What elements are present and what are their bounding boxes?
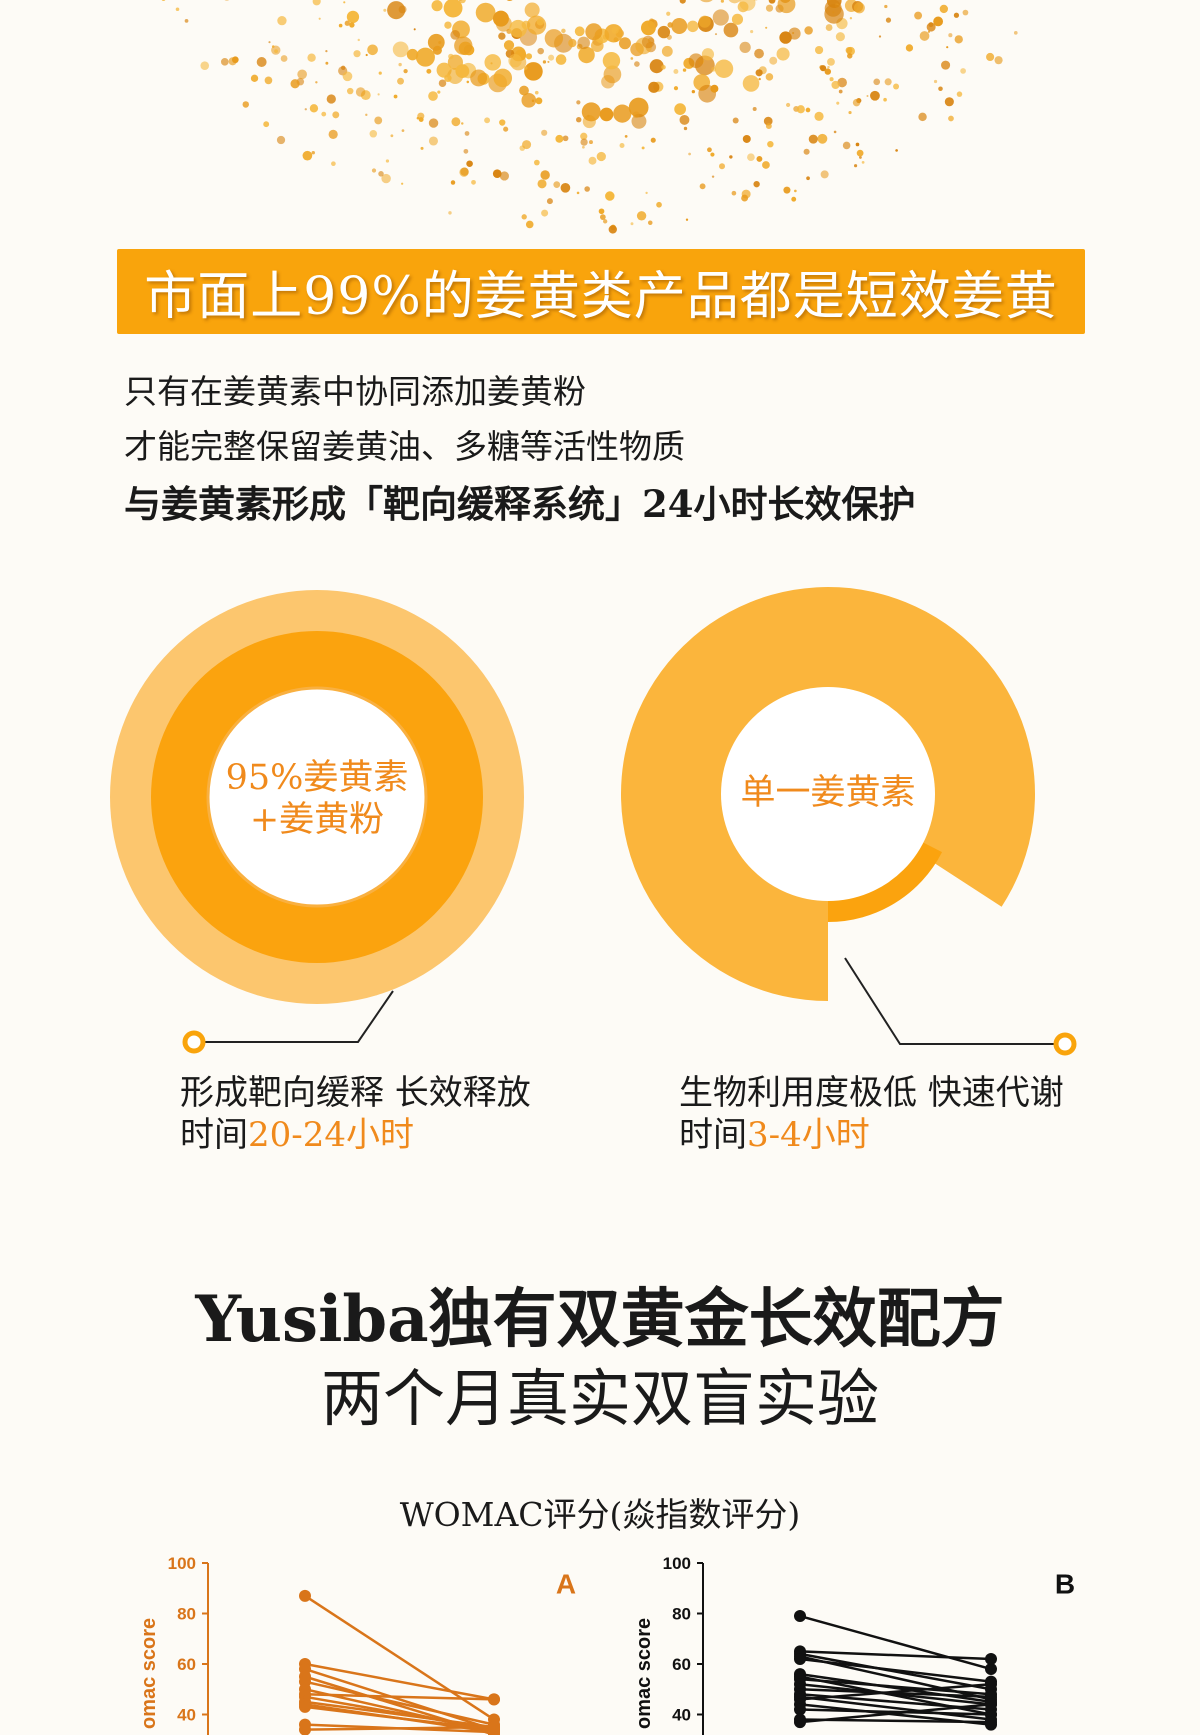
paired-line [799, 1682, 992, 1706]
paired-line [799, 1657, 992, 1683]
left-label-line-1: 95%姜黄素 [225, 758, 409, 798]
point-after [488, 1721, 500, 1734]
panel-label: A [556, 1568, 576, 1599]
intro-line-2: 才能完整保留姜黄油、多糖等活性物质 [124, 427, 685, 466]
paired-line [304, 1695, 495, 1731]
y-tick-label: 40 [672, 1706, 691, 1725]
banner-text: 市面上99%的姜黄类产品都是短效姜黄 [144, 267, 1058, 327]
paired-line [799, 1614, 992, 1671]
paired-line [799, 1677, 992, 1696]
paired-line [799, 1652, 992, 1691]
right-caption-line-1: 生物利用度极低 快速代谢 [679, 1073, 1064, 1113]
point-after [985, 1663, 997, 1676]
paired-line [304, 1693, 495, 1701]
intro-line-1: 只有在姜黄素中协同添加姜黄粉 [124, 372, 586, 411]
headline-banner: 市面上99%的姜黄类产品都是短效姜黄 [117, 249, 1085, 334]
y-tick-label: 80 [672, 1605, 691, 1624]
paired-line [799, 1672, 992, 1704]
point-after [985, 1652, 997, 1665]
y-tick-label: 100 [663, 1554, 691, 1573]
point-before [794, 1610, 806, 1623]
right-circle-label: 单一姜黄素 [740, 773, 916, 813]
left-caption-line-1: 形成靶向缓释 长效释放 [180, 1073, 531, 1113]
caption-prefix: 时间 [180, 1115, 248, 1155]
womac-charts: 100 80 60 40 omac score A 100 80 60 40 omac score B [138, 1554, 1075, 1735]
comparison-diagram [110, 586, 1077, 1056]
left-label-line-2: +姜黄粉 [249, 800, 385, 840]
chart-panel-A: 100 80 60 40 omac score A [138, 1554, 576, 1735]
caption-highlight: 3-4小时 [747, 1115, 870, 1155]
caption-prefix: 时间 [679, 1115, 747, 1155]
right-donut-diagram [621, 586, 1035, 1001]
y-tick-label: 60 [177, 1655, 196, 1674]
paired-line [799, 1650, 992, 1661]
panel-label: B [1055, 1568, 1075, 1599]
left-circle-label: 95%姜黄素 +姜黄粉 [207, 757, 427, 841]
chart-panel-B: 100 80 60 40 omac score B [633, 1554, 1075, 1735]
point-before [794, 1703, 806, 1716]
y-tick-label: 80 [177, 1605, 196, 1624]
point-before [794, 1652, 806, 1665]
y-tick-label: 100 [168, 1554, 196, 1573]
left-caption: 形成靶向缓释 长效释放 时间20-24小时 [180, 1072, 531, 1156]
paired-line [799, 1708, 992, 1716]
chart-title: WOMAC评分(焱指数评分) [399, 1495, 801, 1534]
caption-highlight: 20-24小时 [248, 1115, 415, 1155]
paired-line [799, 1688, 992, 1699]
turmeric-powder-image [161, 0, 1018, 234]
point-after [985, 1698, 997, 1711]
y-tick-label: 60 [672, 1655, 691, 1674]
paired-line [304, 1705, 495, 1731]
headline-line-1: Yusiba独有双黄金长效配方 [195, 1282, 1005, 1357]
paired-line [799, 1695, 992, 1721]
right-caption: 生物利用度极低 快速代谢 时间3-4小时 [679, 1072, 1064, 1156]
paired-line [799, 1682, 992, 1701]
left-connector [182, 990, 394, 1054]
right-connector [844, 957, 1077, 1056]
paired-line [304, 1680, 495, 1726]
left-marker-dot [182, 1030, 206, 1054]
paired-line [304, 1725, 495, 1731]
point-before [299, 1589, 311, 1602]
point-before [794, 1716, 806, 1729]
left-ring-diagram [110, 590, 524, 1004]
point-before [299, 1723, 311, 1735]
paired-line [304, 1667, 495, 1731]
y-axis-label: omac score [633, 1618, 655, 1729]
point-after [985, 1678, 997, 1691]
left-caption-line-2: 时间20-24小时 [180, 1114, 531, 1156]
headline-line-2: 两个月真实双盲实验 [320, 1362, 879, 1435]
right-marker-dot [1053, 1032, 1077, 1056]
right-caption-line-2: 时间3-4小时 [679, 1114, 1064, 1156]
paired-line [304, 1700, 495, 1729]
y-axis-label: omac score [138, 1618, 160, 1729]
point-after [985, 1716, 997, 1729]
y-tick-label: 40 [177, 1706, 196, 1725]
point-before [299, 1700, 311, 1713]
paired-line [304, 1662, 495, 1701]
intro-line-3: 与姜黄素形成「靶向缓释系统」24小时长效保护 [124, 482, 916, 526]
paired-line [799, 1703, 992, 1724]
point-after [488, 1693, 500, 1706]
